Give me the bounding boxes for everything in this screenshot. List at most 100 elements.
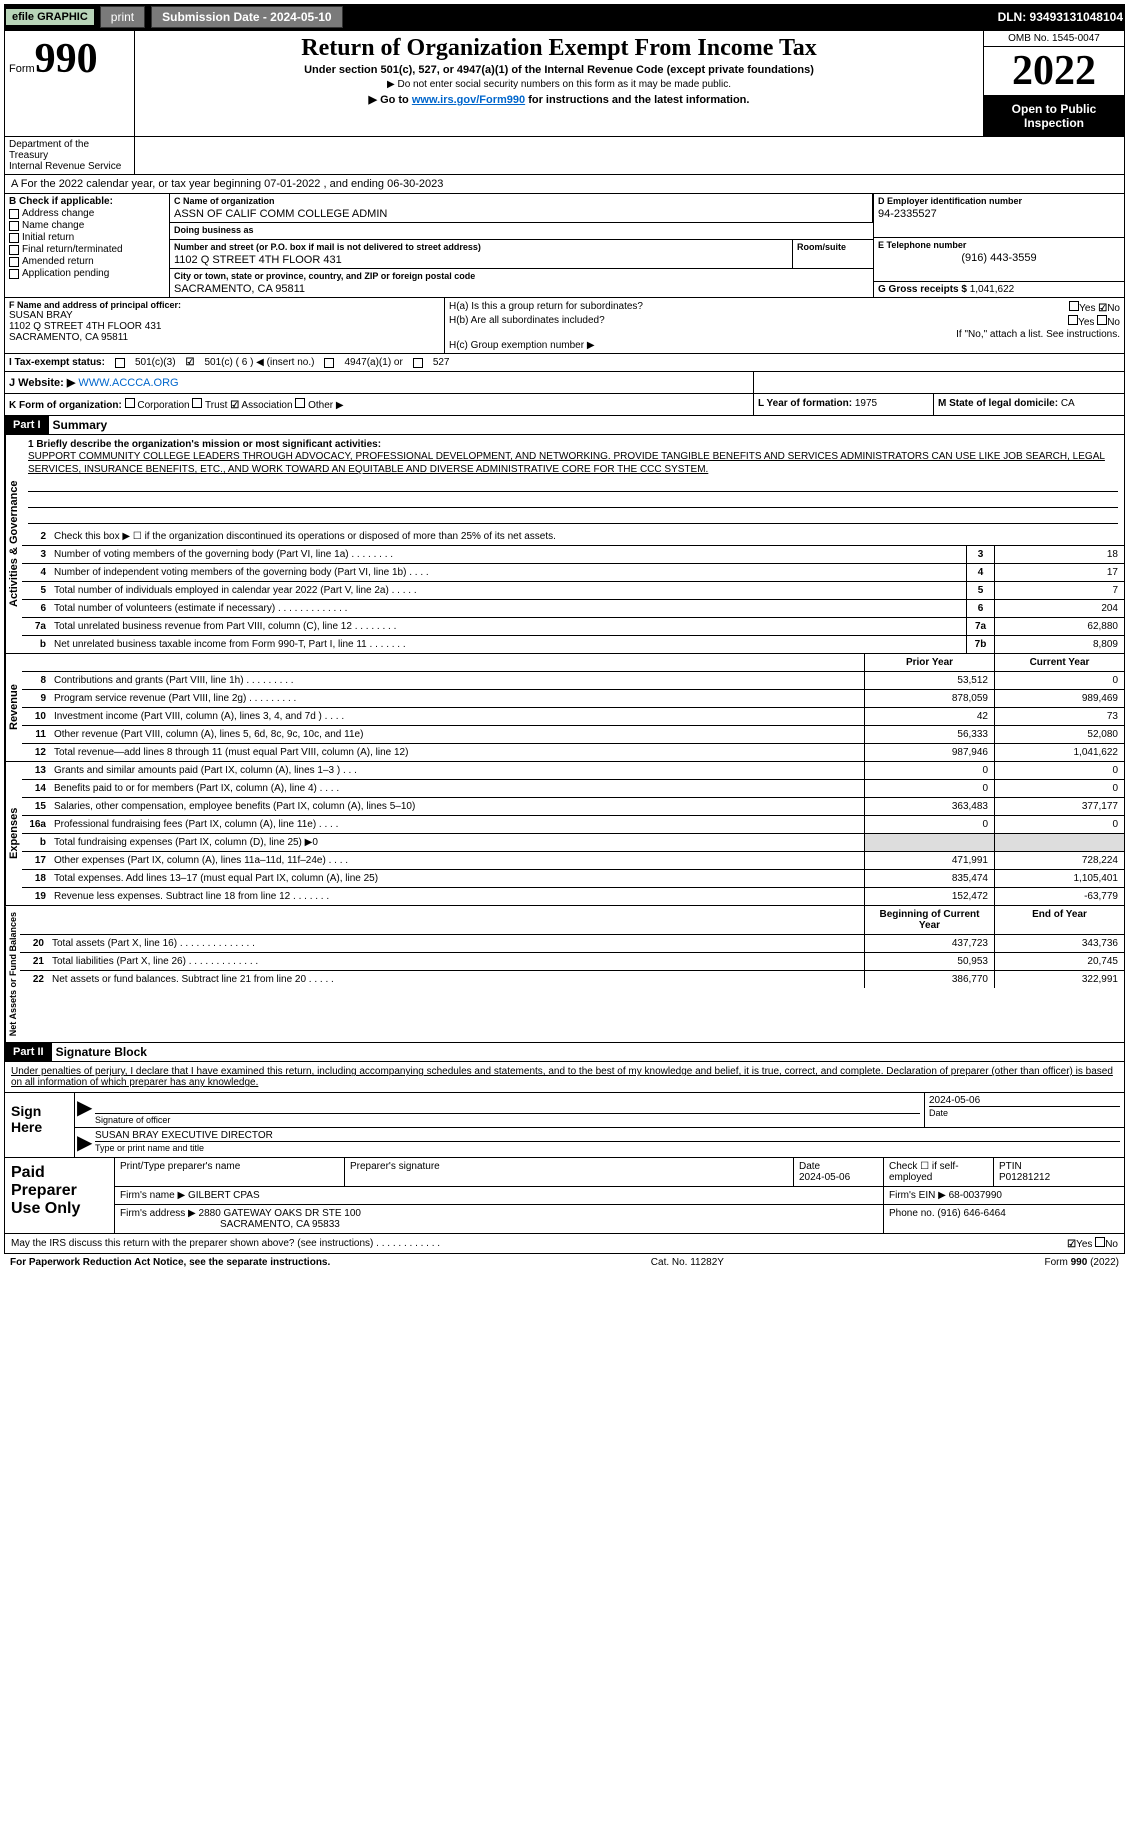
checkbox-name-change[interactable] <box>9 221 19 231</box>
table-row: 8Contributions and grants (Part VIII, li… <box>22 671 1124 689</box>
form-id-box: Form990 <box>5 31 135 136</box>
row-i: I Tax-exempt status: 501(c)(3) ☑501(c) (… <box>4 354 1125 372</box>
checkbox-trust[interactable] <box>192 398 202 408</box>
gross-receipts-value: 1,041,622 <box>970 284 1015 295</box>
table-row: 11Other revenue (Part VIII, column (A), … <box>22 725 1124 743</box>
checkbox-initial[interactable] <box>9 233 19 243</box>
table-row: 9Program service revenue (Part VIII, lin… <box>22 689 1124 707</box>
phone-box: E Telephone number (916) 443-3559 <box>874 238 1124 282</box>
table-row: 13Grants and similar amounts paid (Part … <box>22 762 1124 779</box>
phone-value: (916) 443-3559 <box>878 252 1120 264</box>
part1-header: Part I Summary <box>4 416 1125 435</box>
firm-ein: 68-0037990 <box>949 1190 1002 1201</box>
table-row: 21Total liabilities (Part X, line 26) . … <box>20 952 1124 970</box>
tax-year: 2022 <box>984 47 1124 96</box>
form-subtitle: Under section 501(c), 527, or 4947(a)(1)… <box>145 64 973 76</box>
table-row: 7aTotal unrelated business revenue from … <box>22 617 1124 635</box>
form-header: Form990 Return of Organization Exempt Fr… <box>4 30 1125 137</box>
checkbox-pending[interactable] <box>9 269 19 279</box>
ein-box: D Employer identification number 94-2335… <box>874 194 1124 238</box>
row-k: K Form of organization: Corporation Trus… <box>4 394 1125 416</box>
firm-name: GILBERT CPAS <box>188 1190 260 1201</box>
dba-box: Doing business as <box>170 223 873 240</box>
efile-badge: efile GRAPHIC <box>6 9 94 25</box>
checkbox-discuss-yes[interactable]: ☑ <box>1067 1239 1076 1250</box>
checkbox-527[interactable] <box>413 358 423 368</box>
checkbox-address-change[interactable] <box>9 209 19 219</box>
checkbox-501c3[interactable] <box>115 358 125 368</box>
table-row: 14Benefits paid to or for members (Part … <box>22 779 1124 797</box>
signature-field[interactable]: Signature of officer <box>91 1093 924 1127</box>
omb-number: OMB No. 1545-0047 <box>984 31 1124 47</box>
table-row: 18Total expenses. Add lines 13–17 (must … <box>22 869 1124 887</box>
signature-date: 2024-05-06 Date <box>924 1093 1124 1127</box>
checkbox-final[interactable] <box>9 245 19 255</box>
table-row: 20Total assets (Part X, line 16) . . . .… <box>20 934 1124 952</box>
irs-link[interactable]: www.irs.gov/Form990 <box>412 94 525 106</box>
checkbox-501c[interactable]: ☑ <box>186 357 195 368</box>
mission-block: 1 Briefly describe the organization's mi… <box>22 435 1124 528</box>
checkbox-hb-yes[interactable] <box>1068 315 1078 325</box>
col-h: H(a) Is this a group return for subordin… <box>445 298 1124 353</box>
col-b: B Check if applicable: Address change Na… <box>5 194 170 297</box>
room-box: Room/suite <box>793 240 873 268</box>
table-row: 3Number of voting members of the governi… <box>22 545 1124 563</box>
row-f-h: F Name and address of principal officer:… <box>4 298 1125 354</box>
open-public-badge: Open to Public Inspection <box>984 96 1124 136</box>
side-governance: Activities & Governance <box>5 435 22 653</box>
checkbox-discuss-no[interactable] <box>1095 1237 1105 1247</box>
checkbox-4947[interactable] <box>324 358 334 368</box>
col-f: F Name and address of principal officer:… <box>5 298 445 353</box>
checkbox-amended[interactable] <box>9 257 19 267</box>
table-row: 4Number of independent voting members of… <box>22 563 1124 581</box>
table-row: 5Total number of individuals employed in… <box>22 581 1124 599</box>
form-number: 990 <box>35 36 98 82</box>
street-address: 1102 Q STREET 4TH FLOOR 431 <box>174 254 788 266</box>
table-row: bTotal fundraising expenses (Part IX, co… <box>22 833 1124 851</box>
checkbox-hb-no[interactable] <box>1097 315 1107 325</box>
table-row: 19Revenue less expenses. Subtract line 1… <box>22 887 1124 905</box>
footer: For Paperwork Reduction Act Notice, see … <box>4 1254 1125 1271</box>
side-netassets: Net Assets or Fund Balances <box>5 906 20 1042</box>
side-expenses: Expenses <box>5 762 22 905</box>
paid-preparer-label: Paid Preparer Use Only <box>5 1158 115 1233</box>
table-row: 22Net assets or fund balances. Subtract … <box>20 970 1124 988</box>
officer-name: SUSAN BRAY <box>9 310 440 321</box>
signature-intro: Under penalties of perjury, I declare th… <box>4 1062 1125 1093</box>
checkbox-assoc[interactable]: ☑ <box>230 400 239 411</box>
paid-preparer-block: Paid Preparer Use Only Print/Type prepar… <box>4 1158 1125 1234</box>
table-row: 2Check this box ▶ ☐ if the organization … <box>22 528 1124 545</box>
table-row: bNet unrelated business taxable income f… <box>22 635 1124 653</box>
checkbox-other[interactable] <box>295 398 305 408</box>
ein-value: 94-2335527 <box>878 208 1120 220</box>
org-name-box: C Name of organization ASSN OF CALIF COM… <box>170 194 873 223</box>
row-j: J Website: ▶ WWW.ACCCA.ORG <box>4 372 1125 394</box>
arrow-icon: ▶ <box>75 1128 91 1157</box>
table-row: 12Total revenue—add lines 8 through 11 (… <box>22 743 1124 761</box>
dept-row: Department of the Treasury Internal Reve… <box>4 137 1125 175</box>
discuss-row: May the IRS discuss this return with the… <box>4 1234 1125 1254</box>
dln-label: DLN: 93493131048104 <box>998 10 1123 24</box>
form-link-line: ▶ Go to www.irs.gov/Form990 for instruct… <box>145 93 973 106</box>
part2-header: Part II Signature Block <box>4 1043 1125 1062</box>
checkbox-ha-no[interactable]: ☑ <box>1098 303 1107 314</box>
checkbox-ha-yes[interactable] <box>1069 301 1079 311</box>
table-row: 10Investment income (Part VIII, column (… <box>22 707 1124 725</box>
sign-here-label: Sign Here <box>5 1093 75 1157</box>
checkbox-corp[interactable] <box>125 398 135 408</box>
city-state-zip: SACRAMENTO, CA 95811 <box>174 283 869 295</box>
page-container: efile GRAPHIC print Submission Date - 20… <box>0 0 1129 1275</box>
submission-date: Submission Date - 2024-05-10 <box>151 6 342 28</box>
form-note-ssn: ▶ Do not enter social security numbers o… <box>145 79 973 90</box>
col-b-label: B Check if applicable: <box>9 196 165 207</box>
mission-text: SUPPORT COMMUNITY COLLEGE LEADERS THROUG… <box>28 450 1118 476</box>
side-revenue: Revenue <box>5 654 22 761</box>
city-box: City or town, state or province, country… <box>170 268 873 297</box>
line-a: A For the 2022 calendar year, or tax yea… <box>4 175 1125 194</box>
state-domicile: CA <box>1061 398 1075 409</box>
ptin-value: P01281212 <box>999 1172 1050 1183</box>
col-d: D Employer identification number 94-2335… <box>874 194 1124 297</box>
table-row: 6Total number of volunteers (estimate if… <box>22 599 1124 617</box>
print-button[interactable]: print <box>100 6 145 28</box>
org-name: ASSN OF CALIF COMM COLLEGE ADMIN <box>174 208 868 220</box>
